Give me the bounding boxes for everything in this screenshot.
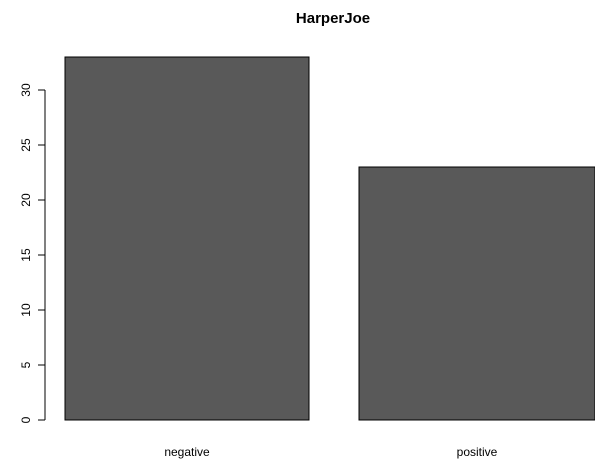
- y-tick-label: 25: [19, 138, 33, 152]
- y-tick-label: 20: [19, 193, 33, 207]
- x-axis-labels: negative positive: [164, 445, 497, 459]
- x-category-label: positive: [457, 445, 498, 459]
- bars: [64, 56, 595, 421]
- bar-negative: [64, 56, 310, 421]
- chart-title: HarperJoe: [296, 10, 370, 27]
- x-category-label: negative: [164, 445, 210, 459]
- y-tick-label: 30: [19, 83, 33, 97]
- y-tick-label: 0: [19, 416, 33, 423]
- y-tick-label: 15: [19, 248, 33, 262]
- y-tick-label: 10: [19, 303, 33, 317]
- bar-positive: [358, 166, 595, 421]
- y-axis-ticks: 0 5 10 15 20 25 30: [19, 83, 45, 423]
- y-tick-label: 5: [19, 361, 33, 368]
